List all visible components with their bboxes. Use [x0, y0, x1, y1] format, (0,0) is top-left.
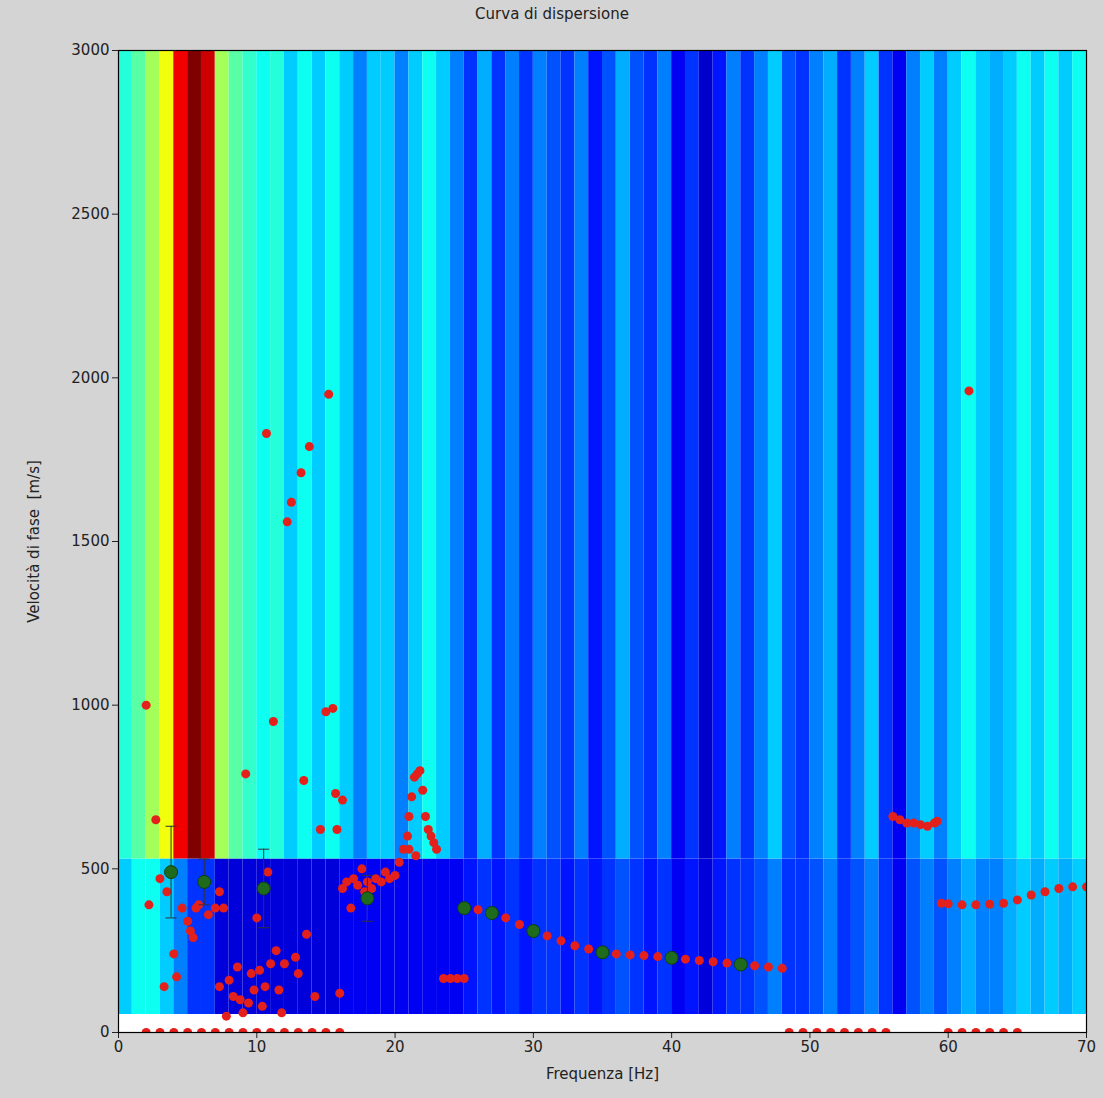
svg-text:3000: 3000: [71, 41, 109, 59]
svg-text:0: 0: [100, 1023, 110, 1041]
svg-text:1000: 1000: [71, 696, 109, 714]
html-text:Curva di dispersione: Curva di dispersione: [475, 5, 629, 23]
svg-text:40: 40: [662, 1038, 681, 1056]
svg-text:70: 70: [1077, 1038, 1096, 1056]
svg-text:0: 0: [114, 1038, 124, 1056]
svg-text:30: 30: [524, 1038, 543, 1056]
svg-text:Frequenza [Hz]: Frequenza [Hz]: [546, 1065, 659, 1083]
svg-text:20: 20: [386, 1038, 405, 1056]
svg-text:2000: 2000: [71, 369, 109, 387]
svg-text:Velocità di fase [m/s]: Velocità di fase [m/s]: [25, 460, 43, 623]
svg-text:500: 500: [81, 860, 110, 878]
svg-text:2500: 2500: [71, 205, 109, 223]
svg-text:50: 50: [800, 1038, 819, 1056]
svg-text:1500: 1500: [71, 532, 109, 550]
svg-text:60: 60: [939, 1038, 958, 1056]
svg-text:10: 10: [247, 1038, 266, 1056]
